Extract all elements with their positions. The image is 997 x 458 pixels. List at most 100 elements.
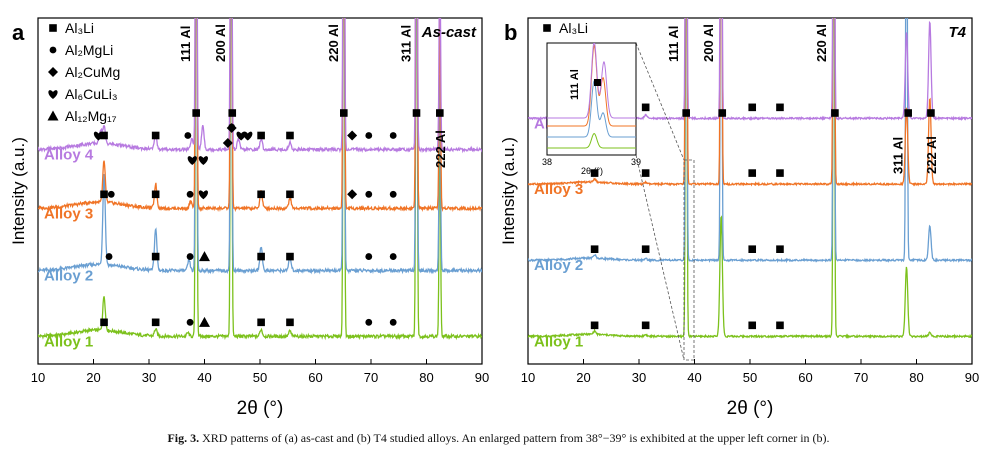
panel-b-peak-labels: 111 Al 200 Al 220 Al 311 Al 222 Al <box>666 24 939 174</box>
xrd-trace-alloy-1 <box>38 18 482 341</box>
xrd-trace-alloy-3 <box>528 18 972 188</box>
series-label-alloy-2: Alloy 2 <box>44 268 93 285</box>
panel-a-y-axis-label: Intensity (a.u.) <box>9 137 28 245</box>
x-tick-label: 10 <box>31 370 45 385</box>
x-tick-label: 50 <box>743 370 757 385</box>
al2mgli-circle-marker <box>365 253 373 260</box>
xrd-trace-alloy-4 <box>38 18 482 154</box>
al3li-square-marker <box>927 109 935 117</box>
x-tick-label: 90 <box>965 370 979 385</box>
al12mg17-triangle-marker <box>47 110 59 121</box>
al2cumg-diamond-marker <box>222 138 233 148</box>
al3li-square-marker <box>904 109 912 117</box>
x-tick-label: 60 <box>308 370 322 385</box>
al3li-square-marker <box>590 169 599 177</box>
al6culi3-heart-marker <box>198 156 209 165</box>
al2mgli-circle-marker <box>365 132 373 139</box>
al3li-square-marker <box>151 190 160 199</box>
al3li-square-marker <box>831 109 839 117</box>
peak-label-311-al: 311 Al <box>891 137 906 174</box>
x-tick-label: 30 <box>632 370 646 385</box>
legend-label-heart: Al₆CuLi₃ <box>65 86 118 102</box>
peak-label-200-al: 200 Al <box>701 24 716 62</box>
peak-label-200-al: 200 Al <box>213 24 228 62</box>
peak-label-222-al: 222 Al <box>924 136 939 174</box>
al12mg17-triangle-marker <box>199 251 210 262</box>
x-tick-label: 20 <box>86 370 100 385</box>
al2mgli-circle-marker <box>186 190 194 198</box>
al2mgli-circle-marker <box>389 253 397 260</box>
al3li-square-marker <box>641 103 650 112</box>
al3li-square-marker <box>412 109 421 117</box>
zoom-connector-top <box>635 42 685 161</box>
panel-a-series-labels: Alloy 1 Alloy 2 Alloy 3 Alloy 4 <box>44 146 94 350</box>
peak-label-311-al: 311 Al <box>399 25 414 62</box>
al2mgli-circle-marker <box>365 190 373 198</box>
inset-x-tick-label: 38 <box>542 157 552 167</box>
peak-label-220-al: 220 Al <box>326 24 341 62</box>
panel-b-phase-markers <box>590 103 935 330</box>
x-tick-label: 80 <box>419 370 433 385</box>
al2mgli-circle-marker <box>186 253 194 260</box>
al3li-square-marker <box>436 109 444 117</box>
al2mgli-circle-marker <box>49 46 57 54</box>
al3li-square-marker <box>718 109 727 117</box>
panel-b: 111 Al 200 Al 220 Al 311 Al 222 Al Alloy 1 Al… <box>499 17 979 419</box>
al3li-square-marker <box>192 109 200 117</box>
al2mgli-circle-marker <box>186 318 194 326</box>
legend-label-triangle: Al₁₂Mg₁₇ <box>65 108 117 124</box>
al3li-square-marker <box>543 24 551 32</box>
al3li-square-marker <box>748 103 757 112</box>
al3li-square-marker <box>340 109 348 117</box>
series-label-alloy-2: Alloy 2 <box>534 257 583 274</box>
series-label-alloy-1: Alloy 1 <box>534 333 583 350</box>
al12mg17-triangle-marker <box>199 316 210 327</box>
al3li-square-marker <box>776 103 784 112</box>
al3li-square-marker <box>151 318 160 327</box>
al3li-square-marker <box>641 169 650 177</box>
x-tick-label: 50 <box>253 370 267 385</box>
al2mgli-circle-marker <box>107 190 115 198</box>
al6culi3-heart-marker <box>187 156 197 165</box>
al3li-square-marker <box>228 109 237 117</box>
al2cumg-diamond-marker <box>347 189 358 200</box>
inset-peak-label: 111 Al <box>569 69 581 100</box>
al3li-square-marker <box>257 131 265 140</box>
inset-trace-alloy-2 <box>547 79 636 138</box>
al3li-square-marker <box>286 190 294 199</box>
al3li-square-marker <box>151 252 160 261</box>
al3li-square-marker <box>748 169 757 177</box>
al3li-square-marker <box>257 252 265 261</box>
inset-trace-alloy-1 <box>547 133 636 149</box>
al2mgli-circle-marker <box>365 318 373 326</box>
x-tick-label: 30 <box>142 370 156 385</box>
panel-b-x-ticks: 10 20 30 40 50 60 70 80 90 <box>521 359 979 385</box>
caption-label: Fig. 3. <box>167 431 200 445</box>
x-tick-label: 90 <box>475 370 489 385</box>
al2mgli-circle-marker <box>389 190 397 198</box>
panel-a-x-axis-label: 2θ (°) <box>237 398 284 419</box>
panel-b-title: T4 <box>948 24 966 41</box>
panel-a-title: As-cast <box>421 24 477 41</box>
al3li-square-marker <box>776 169 784 177</box>
x-tick-label: 40 <box>197 370 211 385</box>
zoom-connector-bottom <box>635 154 685 361</box>
panel-b-letter: b <box>504 20 517 45</box>
legend-label-square: Al₃Li <box>559 20 588 36</box>
al2mgli-circle-marker <box>105 253 113 260</box>
legend-label-circle: Al₂MgLi <box>65 42 113 58</box>
al2mgli-circle-marker <box>228 123 236 131</box>
figure-caption: Fig. 3. XRD patterns of (a) as-cast and … <box>0 431 997 446</box>
panel-a-x-ticks: 10 20 30 40 50 60 70 80 90 <box>31 359 489 385</box>
xrd-trace-alloy-2 <box>528 18 972 264</box>
inset-trace-alloy-4 <box>547 43 636 119</box>
al3li-square-marker <box>776 245 784 253</box>
legend-label-square: Al₃Li <box>65 20 94 36</box>
al2cumg-diamond-marker <box>347 130 358 141</box>
inset-traces <box>547 43 636 149</box>
panel-a-peak-labels: 111 Al 200 Al 220 Al 311 Al 222 Al <box>178 24 448 168</box>
al3li-square-marker <box>100 318 108 327</box>
inset-x-ticks: 38 39 <box>542 157 641 167</box>
